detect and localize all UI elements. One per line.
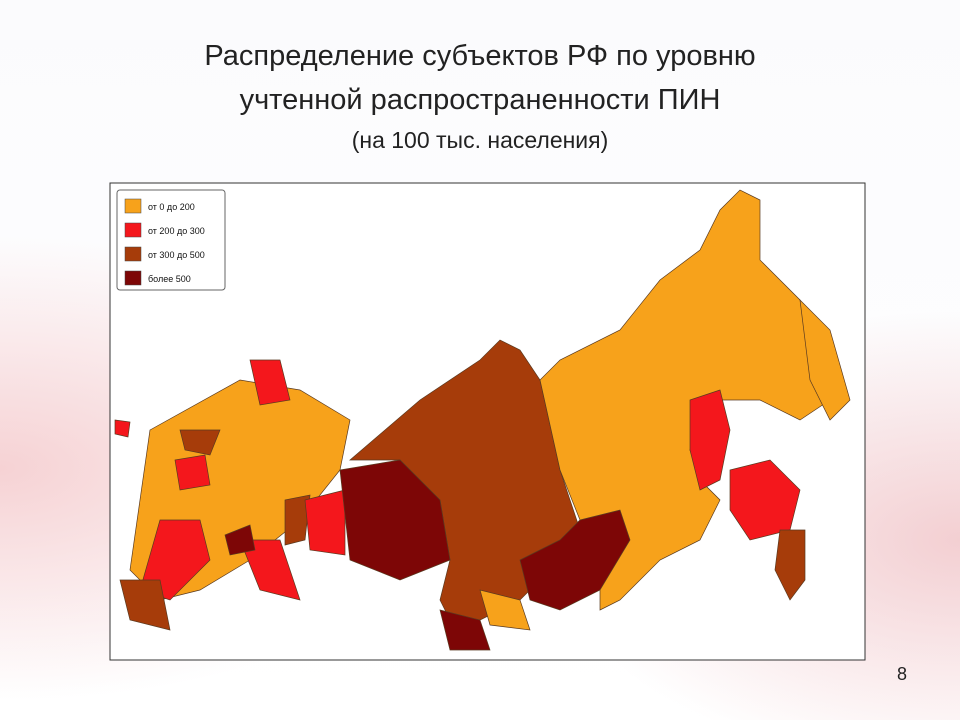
legend-label: от 0 до 200	[148, 202, 195, 212]
legend: от 0 до 200 от 200 до 300 от 300 до 500 бол…	[124, 198, 205, 286]
region	[339, 459, 451, 581]
region	[439, 609, 491, 651]
region	[174, 454, 211, 491]
region	[774, 529, 806, 601]
region	[179, 429, 221, 456]
region	[114, 419, 131, 438]
title-line: Распределение субъектов РФ по уровню	[204, 40, 756, 72]
region	[284, 494, 311, 546]
subtitle: (на 100 тыс. населения)	[351, 127, 609, 153]
legend-swatch	[124, 198, 142, 214]
legend-box	[116, 189, 226, 291]
legend-swatch	[124, 222, 142, 238]
legend-label: от 300 до 500	[148, 250, 205, 260]
legend-label: от 200 до 300	[148, 226, 205, 236]
legend-swatch	[124, 246, 142, 262]
region	[224, 524, 256, 556]
regions	[114, 189, 851, 651]
legend-label: более 500	[148, 274, 191, 284]
region	[479, 589, 531, 631]
region	[689, 389, 731, 491]
region	[119, 579, 171, 631]
title-line: учтенной распространенности ПИН	[239, 84, 721, 116]
region	[249, 359, 291, 406]
region	[239, 539, 301, 601]
legend-swatch	[124, 270, 142, 286]
page-number: 8	[897, 664, 907, 684]
region	[799, 299, 851, 421]
region	[304, 489, 346, 556]
